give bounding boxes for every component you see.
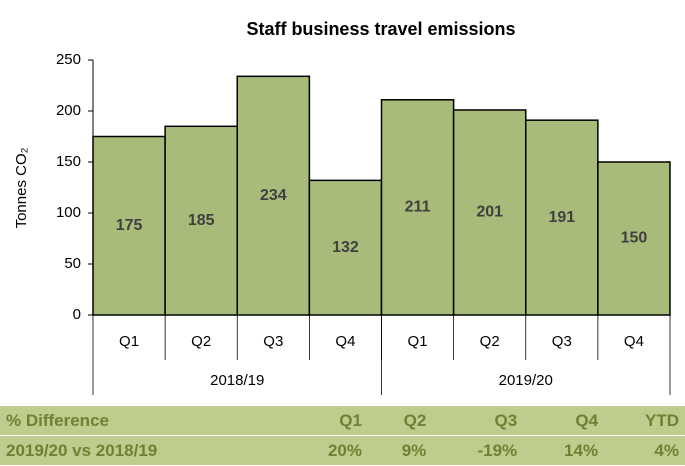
y-tick-label: 200 [56, 102, 81, 119]
bar [380, 99, 455, 316]
y-axis-label: Tonnes CO₂ [13, 147, 30, 228]
y-tick-label: 0 [73, 306, 81, 323]
data-label: 191 [548, 209, 575, 226]
data-label: 175 [116, 217, 143, 234]
table-cell: YTD [604, 405, 685, 436]
x-tick-label: Q3 [552, 333, 572, 350]
table-cell: Q1 [287, 405, 368, 436]
bar [164, 125, 238, 316]
data-label: 132 [332, 239, 359, 256]
table-cell: 4% [604, 435, 685, 465]
data-label: 150 [621, 230, 648, 247]
x-tick-label: Q2 [480, 333, 500, 350]
y-tick-label: 50 [64, 255, 81, 272]
table-header: % Difference Q1 Q2 Q3 Q4 YTD [0, 405, 685, 436]
table-cell: Q3 [432, 405, 524, 436]
table-cell: -19% [432, 435, 524, 465]
bar [452, 109, 527, 316]
data-label: 211 [405, 199, 431, 216]
x-tick-label: Q1 [408, 333, 428, 350]
x-tick-label: Q1 [119, 333, 139, 350]
chart: Staff business travel emissions Tonnes C… [13, 19, 671, 395]
table-cell: 2019/20 vs 2018/19 [0, 435, 288, 465]
x-tick-label: Q2 [191, 333, 211, 350]
chart-title: Staff business travel emissions [246, 19, 515, 39]
data-label: 201 [476, 204, 503, 221]
table-cell: 20% [287, 435, 368, 465]
table-cell: % Difference [0, 405, 288, 436]
x-tick-label: Q4 [335, 333, 355, 350]
table-cell: Q2 [367, 405, 433, 436]
difference-table: % Difference Q1 Q2 Q3 Q4 YTD 2019/20 vs … [0, 405, 685, 465]
data-label: 234 [260, 187, 287, 204]
x-tick-label: Q4 [624, 333, 644, 350]
group-label: 2018/19 [210, 372, 264, 389]
bar [597, 161, 671, 316]
y-tick-label: 100 [56, 204, 81, 221]
y-tick-label: 250 [56, 51, 81, 68]
bar [525, 119, 599, 316]
y-tick-label: 150 [56, 153, 81, 170]
group-label: 2019/20 [499, 372, 553, 389]
x-tick-label: Q3 [263, 333, 283, 350]
table-cell: 14% [523, 435, 605, 465]
table-cell: 9% [367, 435, 433, 465]
table-cell: Q4 [523, 405, 605, 436]
data-label: 185 [188, 212, 215, 229]
table-row: 2019/20 vs 2018/19 20% 9% -19% 14% 4% [0, 435, 685, 465]
